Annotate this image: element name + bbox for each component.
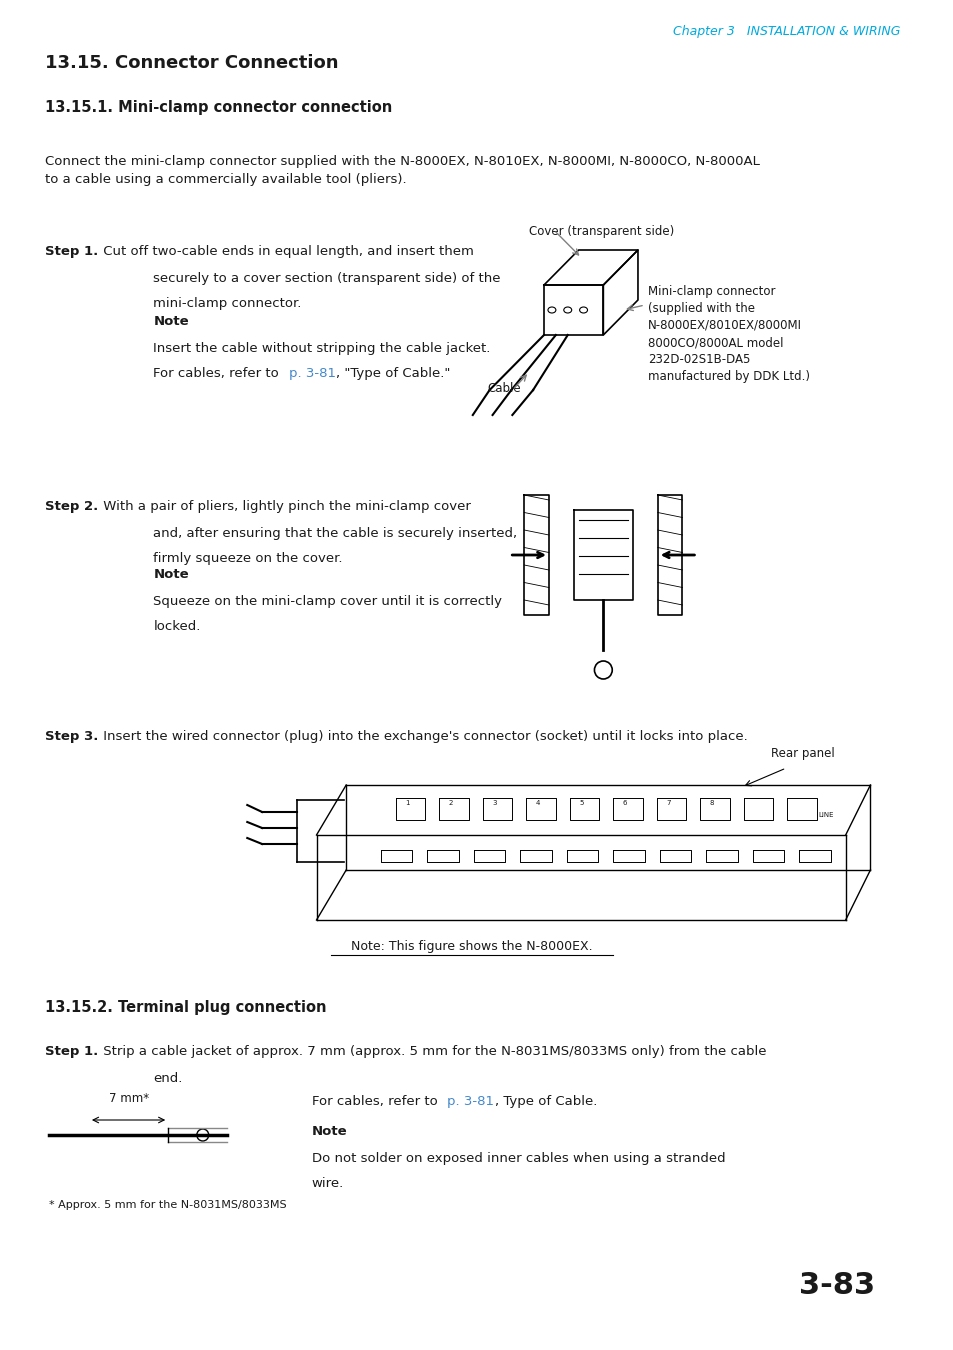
Text: With a pair of pliers, lightly pinch the mini-clamp cover: With a pair of pliers, lightly pinch the… — [99, 500, 470, 513]
Text: and, after ensuring that the cable is securely inserted,: and, after ensuring that the cable is se… — [153, 526, 517, 540]
Text: , Type of Cable.: , Type of Cable. — [494, 1095, 597, 1108]
Text: For cables, refer to: For cables, refer to — [153, 367, 283, 379]
Text: Mini-clamp connector
(supplied with the
N-8000EX/8010EX/8000MI
8000CO/8000AL mod: Mini-clamp connector (supplied with the … — [647, 285, 809, 383]
Text: Note: Note — [153, 568, 189, 580]
Text: 2: 2 — [448, 801, 453, 806]
Text: * Approx. 5 mm for the N-8031MS/8033MS: * Approx. 5 mm for the N-8031MS/8033MS — [50, 1200, 287, 1210]
Text: locked.: locked. — [153, 620, 200, 633]
Text: Insert the wired connector (plug) into the exchange's connector (socket) until i: Insert the wired connector (plug) into t… — [99, 730, 747, 742]
Circle shape — [196, 1129, 209, 1141]
Text: 3-83: 3-83 — [799, 1270, 875, 1300]
Text: Note: This figure shows the N-8000EX.: Note: This figure shows the N-8000EX. — [351, 940, 592, 953]
Text: Do not solder on exposed inner cables when using a stranded: Do not solder on exposed inner cables wh… — [312, 1152, 724, 1165]
Text: For cables, refer to: For cables, refer to — [312, 1095, 441, 1108]
Text: securely to a cover section (transparent side) of the: securely to a cover section (transparent… — [153, 271, 500, 285]
Text: Cable: Cable — [487, 382, 520, 396]
Text: Note: Note — [312, 1125, 347, 1138]
Text: Chapter 3   INSTALLATION & WIRING: Chapter 3 INSTALLATION & WIRING — [672, 26, 899, 38]
Text: 7: 7 — [666, 801, 670, 806]
Text: end.: end. — [153, 1072, 182, 1085]
Circle shape — [594, 662, 612, 679]
Text: 5: 5 — [578, 801, 583, 806]
Text: 7 mm*: 7 mm* — [109, 1092, 149, 1106]
Ellipse shape — [579, 306, 587, 313]
Text: Connect the mini-clamp connector supplied with the N-8000EX, N-8010EX, N-8000MI,: Connect the mini-clamp connector supplie… — [45, 155, 759, 186]
Text: firmly squeeze on the cover.: firmly squeeze on the cover. — [153, 552, 342, 566]
Text: mini-clamp connector.: mini-clamp connector. — [153, 297, 301, 310]
Text: Strip a cable jacket of approx. 7 mm (approx. 5 mm for the N-8031MS/8033MS only): Strip a cable jacket of approx. 7 mm (ap… — [99, 1045, 765, 1058]
Text: 13.15.2. Terminal plug connection: 13.15.2. Terminal plug connection — [45, 1000, 326, 1015]
Text: Step 2.: Step 2. — [45, 500, 97, 513]
Text: , "Type of Cable.": , "Type of Cable." — [336, 367, 450, 379]
Text: Note: Note — [153, 315, 189, 328]
Text: Cut off two-cable ends in equal length, and insert them: Cut off two-cable ends in equal length, … — [99, 244, 474, 258]
Text: 1: 1 — [405, 801, 410, 806]
Text: wire.: wire. — [312, 1177, 343, 1189]
Text: Step 3.: Step 3. — [45, 730, 98, 742]
Text: Squeeze on the mini-clamp cover until it is correctly: Squeeze on the mini-clamp cover until it… — [153, 595, 502, 608]
Text: Rear panel: Rear panel — [771, 747, 835, 760]
Text: p. 3-81: p. 3-81 — [289, 367, 335, 379]
Text: p. 3-81: p. 3-81 — [447, 1095, 494, 1108]
Text: 4: 4 — [536, 801, 539, 806]
Text: LINE: LINE — [818, 811, 833, 818]
Ellipse shape — [547, 306, 556, 313]
Text: 13.15. Connector Connection: 13.15. Connector Connection — [45, 54, 337, 72]
Text: 13.15.1. Mini-clamp connector connection: 13.15.1. Mini-clamp connector connection — [45, 100, 392, 115]
Text: Step 1.: Step 1. — [45, 244, 97, 258]
Text: Cover (transparent side): Cover (transparent side) — [529, 225, 674, 238]
Text: 8: 8 — [709, 801, 714, 806]
Text: 6: 6 — [622, 801, 627, 806]
Text: 3: 3 — [492, 801, 497, 806]
Ellipse shape — [563, 306, 571, 313]
Text: Step 1.: Step 1. — [45, 1045, 97, 1058]
Text: Insert the cable without stripping the cable jacket.: Insert the cable without stripping the c… — [153, 342, 490, 355]
